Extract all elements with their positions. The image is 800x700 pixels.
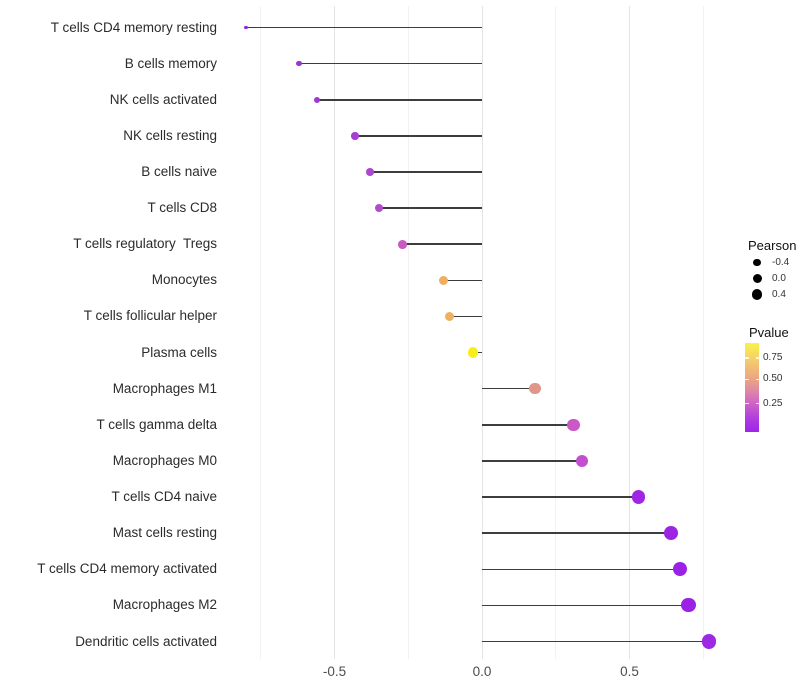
lollipop-dot	[567, 418, 580, 431]
lollipop-dot	[701, 634, 717, 649]
y-axis-label: T cells CD4 memory resting	[50, 19, 217, 35]
y-axis-label: T cells regulatory Tregs	[73, 236, 217, 252]
lollipop-stem	[482, 387, 536, 390]
lollipop-dot	[444, 311, 455, 322]
lollipop-stem	[443, 279, 482, 282]
lollipop-dot	[576, 454, 589, 468]
lollipop-dot	[365, 168, 374, 176]
pvalue-tick-label: 0.50	[763, 373, 783, 385]
y-axis-label: T cells follicular helper	[83, 308, 217, 324]
lollipop-stem	[482, 568, 680, 571]
lollipop-stem	[482, 424, 574, 426]
pearson-legend-label: 0.4	[772, 288, 786, 300]
lollipop-dot	[244, 25, 248, 29]
pvalue-colorbar	[745, 343, 759, 432]
lollipop-stem	[482, 460, 583, 462]
lollipop-stem	[316, 98, 482, 101]
pvalue-colorbar-tick	[745, 402, 749, 405]
y-axis-label: Macrophages M2	[112, 597, 217, 613]
gridline-minor	[260, 6, 262, 659]
lollipop-dot	[296, 60, 302, 67]
y-axis-label: Plasma cells	[141, 344, 217, 360]
lollipop-dot	[529, 382, 541, 395]
lollipop-stem	[482, 496, 639, 498]
lollipop-stem	[369, 171, 482, 173]
lollipop-dot	[631, 490, 645, 504]
y-axis-label: T cells CD4 memory activated	[37, 561, 217, 577]
y-axis-label: B cells naive	[141, 163, 217, 179]
y-axis-label: T cells CD8	[147, 200, 217, 216]
gridline-minor	[407, 6, 409, 659]
lollipop-dot	[313, 96, 320, 103]
x-axis-tick-label: 0.0	[472, 664, 492, 679]
lollipop-dot	[351, 132, 359, 140]
pearson-legend-dot	[752, 274, 762, 283]
y-axis-label: Macrophages M0	[112, 452, 217, 468]
lollipop-dot	[438, 275, 449, 286]
y-axis-label: NK cells activated	[109, 91, 217, 107]
lollipop-dot	[681, 598, 696, 613]
y-axis-label: Monocytes	[151, 272, 217, 288]
y-axis-label: T cells CD4 naive	[111, 489, 217, 505]
pvalue-colorbar-tick	[745, 357, 749, 359]
pvalue-colorbar-tick	[755, 402, 759, 405]
y-axis-label: T cells gamma delta	[96, 416, 217, 432]
lollipop-dot	[398, 239, 407, 249]
pearson-legend-title: Pearson	[748, 238, 797, 253]
pearson-legend-dot	[751, 289, 763, 300]
pvalue-colorbar-tick	[755, 378, 759, 381]
y-axis-label: Mast cells resting	[112, 525, 217, 541]
pearson-legend-dot	[753, 258, 761, 267]
lollipop-stem	[449, 315, 482, 318]
lollipop-stem	[482, 640, 710, 643]
lollipop-dot	[672, 562, 687, 577]
pearson-legend-label: 0.0	[772, 272, 786, 284]
lollipop-dot	[374, 204, 383, 213]
lollipop-stem	[355, 135, 482, 137]
y-axis-label: B cells memory	[124, 55, 217, 71]
x-axis-tick-label: -0.5	[322, 664, 347, 679]
lollipop-stem	[246, 26, 482, 29]
gridline-major	[481, 6, 483, 659]
y-axis-label: Macrophages M1	[112, 380, 217, 396]
y-axis-label: NK cells resting	[123, 127, 217, 143]
lollipop-stem	[482, 532, 671, 534]
pvalue-tick-label: 0.75	[763, 352, 783, 364]
y-axis-label: Dendritic cells activated	[75, 633, 217, 649]
pvalue-colorbar-tick	[745, 378, 749, 381]
pvalue-legend-title: Pvalue	[749, 325, 789, 340]
lollipop-stem	[378, 207, 482, 209]
gridline-minor	[702, 6, 704, 659]
lollipop-stem	[299, 62, 482, 65]
x-axis-tick-label: 0.5	[620, 664, 639, 679]
gridline-major	[334, 6, 335, 659]
lollipop-stem	[482, 604, 689, 607]
gridline-minor	[555, 6, 557, 659]
lollipop-dot	[468, 347, 479, 358]
pvalue-tick-label: 0.25	[763, 397, 783, 409]
lollipop-stem	[402, 243, 482, 245]
pvalue-colorbar-tick	[755, 357, 759, 359]
lollipop-dot	[663, 526, 678, 541]
gridline-major	[629, 6, 630, 659]
pearson-legend-label: -0.4	[772, 256, 790, 268]
